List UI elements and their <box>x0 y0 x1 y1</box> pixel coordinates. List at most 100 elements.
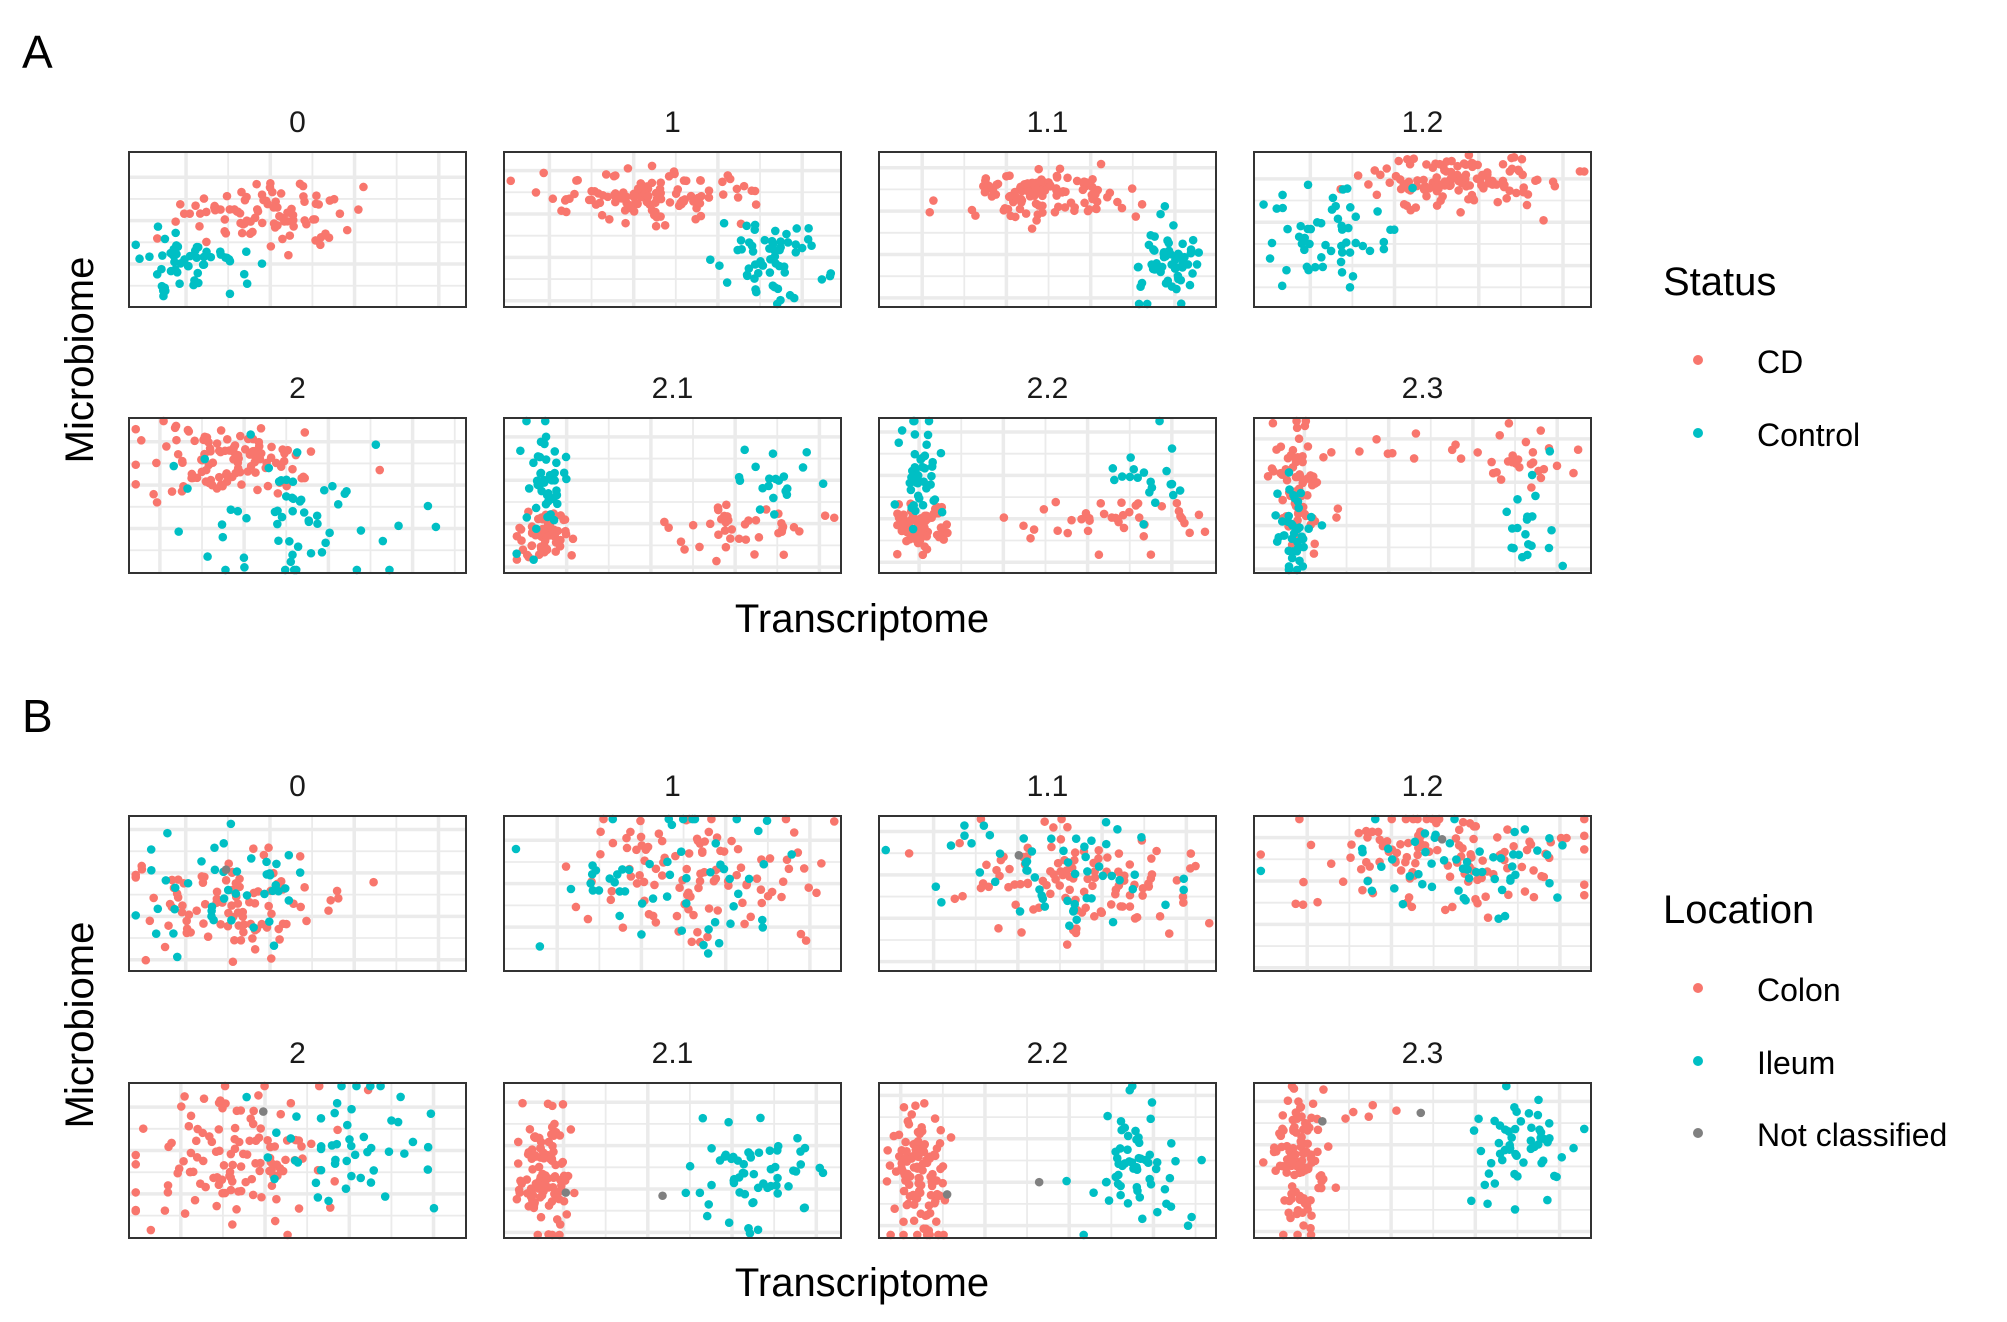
data-point <box>1309 549 1319 558</box>
data-point <box>1146 1114 1155 1124</box>
data-point <box>229 443 238 453</box>
data-point <box>552 499 562 509</box>
data-point <box>246 461 256 471</box>
data-point <box>1439 856 1449 865</box>
data-point <box>897 426 907 435</box>
data-point <box>754 533 764 542</box>
data-point <box>561 862 571 871</box>
data-point <box>1486 1158 1496 1168</box>
data-point <box>347 1104 356 1114</box>
data-point <box>171 217 180 226</box>
data-point <box>1094 550 1104 560</box>
data-point <box>1458 817 1468 827</box>
data-point <box>1313 1125 1323 1135</box>
data-point <box>1081 852 1090 862</box>
data-point <box>720 526 730 535</box>
data-point <box>695 199 705 208</box>
data-point <box>779 472 789 481</box>
data-point <box>228 1220 237 1229</box>
data-point <box>1544 1118 1554 1128</box>
data-point <box>408 1137 418 1147</box>
data-point <box>1132 1162 1141 1172</box>
data-point <box>1166 1202 1176 1211</box>
data-point <box>784 1182 793 1191</box>
data-point <box>1475 847 1484 856</box>
data-point <box>1579 880 1589 889</box>
data-point <box>182 928 192 938</box>
data-point <box>1298 900 1308 909</box>
data-point <box>1040 902 1050 911</box>
data-point <box>905 535 914 544</box>
data-point <box>1304 524 1313 533</box>
data-point <box>190 246 200 256</box>
data-point <box>1296 1102 1306 1112</box>
data-point <box>1087 836 1096 845</box>
data-point <box>131 870 141 880</box>
legend-b-label-2: Not classified <box>1757 1117 1947 1153</box>
data-point <box>248 227 257 237</box>
data-point <box>197 872 207 881</box>
data-point <box>675 883 684 893</box>
data-point <box>900 526 909 535</box>
data-point <box>199 919 208 928</box>
data-point <box>1119 523 1129 533</box>
data-point <box>1536 426 1546 435</box>
data-point <box>1101 817 1111 827</box>
data-point <box>1169 221 1178 230</box>
data-point <box>912 1148 922 1158</box>
data-point <box>1276 1131 1286 1141</box>
data-point <box>515 523 524 533</box>
data-point <box>680 545 689 554</box>
data-point <box>270 1174 279 1184</box>
data-point <box>584 195 594 205</box>
data-point <box>648 894 658 903</box>
data-point <box>1016 194 1026 204</box>
data-point <box>1483 913 1493 922</box>
data-point <box>645 859 654 869</box>
data-point <box>526 1192 536 1202</box>
data-point <box>1278 1111 1288 1120</box>
data-point <box>1553 893 1562 902</box>
data-point <box>193 268 203 278</box>
data-point <box>1143 1158 1153 1168</box>
data-point <box>178 901 187 910</box>
data-point <box>149 489 158 499</box>
data-point <box>552 458 561 468</box>
data-point <box>184 261 193 271</box>
data-point <box>304 516 314 525</box>
data-point <box>1117 498 1126 507</box>
data-point <box>1317 521 1327 530</box>
data-point <box>721 1150 731 1160</box>
data-point <box>1125 860 1135 869</box>
data-point <box>1146 230 1156 240</box>
data-point <box>629 207 639 216</box>
data-point <box>651 188 661 198</box>
data-point <box>996 855 1006 865</box>
data-point <box>274 924 283 934</box>
data-point <box>894 1130 904 1140</box>
data-point <box>1186 849 1196 858</box>
data-point <box>1496 853 1506 863</box>
data-point <box>744 516 753 525</box>
data-point <box>195 222 204 231</box>
data-point <box>1502 507 1511 517</box>
data-point <box>1317 252 1326 262</box>
data-point <box>131 1188 141 1197</box>
data-point <box>186 1148 196 1158</box>
data-point <box>1527 470 1537 480</box>
data-point <box>316 1165 326 1175</box>
data-point <box>131 1160 141 1169</box>
data-point <box>1172 498 1182 508</box>
data-point <box>1063 896 1072 906</box>
data-point <box>802 447 812 457</box>
data-point <box>1067 515 1076 525</box>
data-point <box>531 503 541 513</box>
data-point <box>269 941 279 950</box>
data-point <box>1152 846 1161 856</box>
data-point <box>793 1133 802 1143</box>
data-point <box>324 906 333 915</box>
data-point <box>258 1107 268 1116</box>
data-point <box>1558 561 1568 571</box>
data-point <box>1405 871 1415 881</box>
data-point <box>206 252 216 262</box>
